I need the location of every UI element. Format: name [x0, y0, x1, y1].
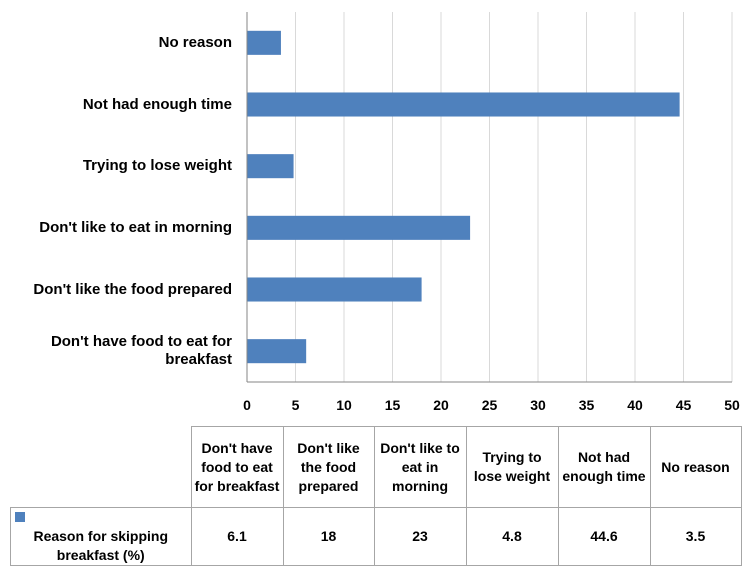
- x-tick-label: 10: [336, 397, 352, 413]
- x-tick-label: 15: [384, 397, 401, 413]
- category-label: Don't like to eat in morning: [39, 218, 232, 236]
- table-header-cell: Don't like to eat in morning: [373, 426, 467, 508]
- table-header-row: Don't have food to eat for breakfast Don'…: [10, 426, 742, 508]
- table-header-cell: Don't like the food prepared: [282, 426, 375, 508]
- bars: [247, 30, 680, 364]
- x-tick-label: 35: [578, 397, 595, 413]
- bar: [247, 30, 281, 55]
- table-header-cell: Don't have food to eat for breakfast: [190, 426, 284, 508]
- bar: [247, 339, 307, 364]
- table-legend-cell: Reason for skipping breakfast (%): [10, 507, 192, 566]
- category-label: Don't like the food prepared: [33, 280, 232, 298]
- bar: [247, 277, 422, 302]
- table-value-cell: 3.5: [649, 507, 742, 566]
- x-tick-label: 5: [291, 397, 300, 413]
- x-tick-label: 50: [724, 397, 740, 413]
- category-label: No reason: [158, 33, 232, 51]
- x-tick-label: 30: [530, 397, 546, 413]
- x-tick-label: 40: [627, 397, 643, 413]
- table-value-cell: 6.1: [190, 507, 284, 566]
- bar: [247, 154, 294, 179]
- table-value-cell: 23: [373, 507, 467, 566]
- category-label: Don't have food to eat for breakfast: [50, 333, 232, 369]
- gridlines: [295, 12, 733, 382]
- table-value-cell: 4.8: [465, 507, 559, 566]
- data-table: Don't have food to eat for breakfast Don'…: [10, 426, 742, 566]
- legend-label: Reason for skipping breakfast (%): [33, 528, 169, 563]
- legend-swatch: [15, 512, 25, 522]
- bar: [247, 215, 471, 240]
- x-tick-label: 20: [433, 397, 449, 413]
- x-tick-label: 45: [675, 397, 692, 413]
- bar: [247, 92, 680, 117]
- bar-chart: [246, 12, 733, 383]
- category-label: Trying to lose weight: [82, 157, 232, 175]
- x-tick-label: 0: [243, 397, 251, 413]
- table-header-cell: Trying to lose weight: [465, 426, 559, 508]
- table-row: Reason for skipping breakfast (%) 6.1 18 2…: [10, 507, 742, 566]
- table-value-cell: 18: [282, 507, 375, 566]
- table-header-cell: No reason: [649, 426, 742, 508]
- table-header-cell: Not had enough time: [557, 426, 651, 508]
- table-value-cell: 44.6: [557, 507, 651, 566]
- x-tick-label: 25: [481, 397, 498, 413]
- category-label: Not had enough time: [82, 95, 232, 113]
- table-corner: [10, 426, 192, 508]
